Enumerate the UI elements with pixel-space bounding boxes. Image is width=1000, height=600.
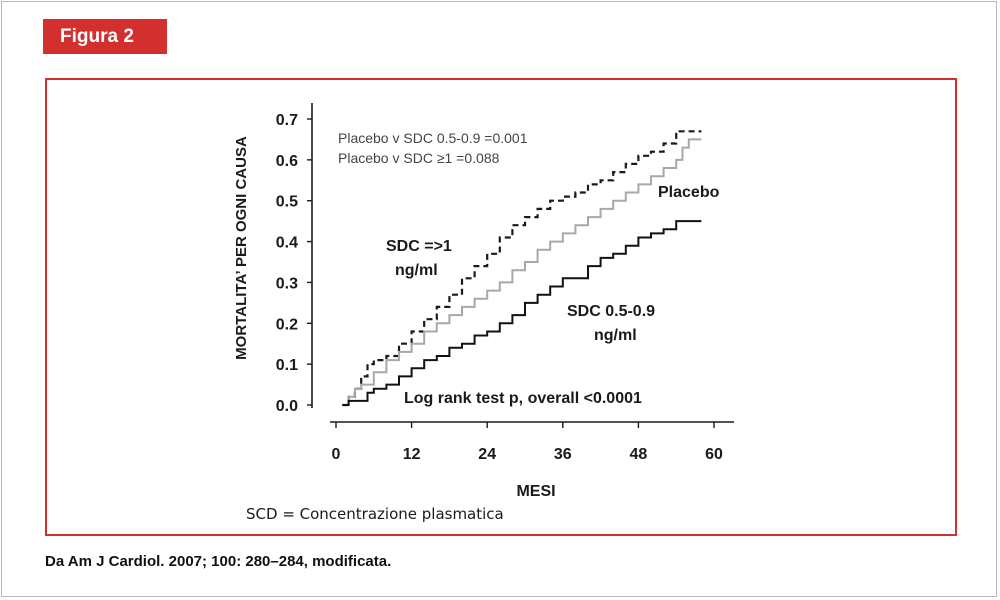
figure-tag: Figura 2	[43, 19, 167, 54]
y-tick-label: 0.7	[276, 112, 298, 129]
label-sdc-high-line1: SDC =>1	[386, 238, 452, 255]
y-tick-label: 0.0	[276, 398, 298, 415]
figure-box	[45, 78, 957, 536]
x-tick-label: 12	[403, 446, 421, 463]
label-sdc-high-line2: ng/ml	[395, 262, 438, 279]
y-tick-label: 0.6	[276, 153, 298, 170]
x-tick-label: 36	[554, 446, 572, 463]
x-tick-label: 0	[332, 446, 341, 463]
chart-series	[342, 130, 702, 407]
stats-line-2: Placebo v SDC ≥1 =0.088	[338, 150, 500, 166]
y-tick-label: 0.1	[276, 357, 298, 374]
source-note: Da Am J Cardiol. 2007; 100: 280–284, mod…	[45, 553, 392, 570]
y-axis-label: MORTALITA’ PER OGNI CAUSA	[233, 136, 250, 360]
y-tick-label: 0.3	[276, 275, 298, 292]
x-tick-label: 60	[705, 446, 723, 463]
label-sdc-low-line2: ng/ml	[594, 327, 637, 344]
series-placebo	[342, 138, 702, 406]
x-axis-label: MESI	[516, 483, 555, 500]
y-tick-label: 0.2	[276, 316, 298, 333]
x-tick-label: 24	[478, 446, 496, 463]
y-tick-label: 0.5	[276, 194, 298, 211]
label-sdc-low-line1: SDC 0.5-0.9	[567, 303, 655, 320]
stats-line-1: Placebo v SDC 0.5-0.9 =0.001	[338, 130, 528, 146]
series-sdc-high	[342, 130, 702, 407]
chart-axes: 0.0 0.1 0.2 0.3 0.4 0.5 0.6 0.7 0 12 24 36 48 60	[276, 103, 734, 463]
log-rank-text: Log rank test p, overall <0.0001	[404, 390, 642, 407]
x-tick-label: 48	[630, 446, 648, 463]
series-sdc-low	[342, 220, 702, 406]
caption-scd: SCD = Concentrazione plasmatica	[246, 505, 504, 523]
figure-tag-label: Figura 2	[60, 26, 134, 47]
label-placebo: Placebo	[658, 184, 720, 201]
y-tick-label: 0.4	[276, 235, 298, 252]
